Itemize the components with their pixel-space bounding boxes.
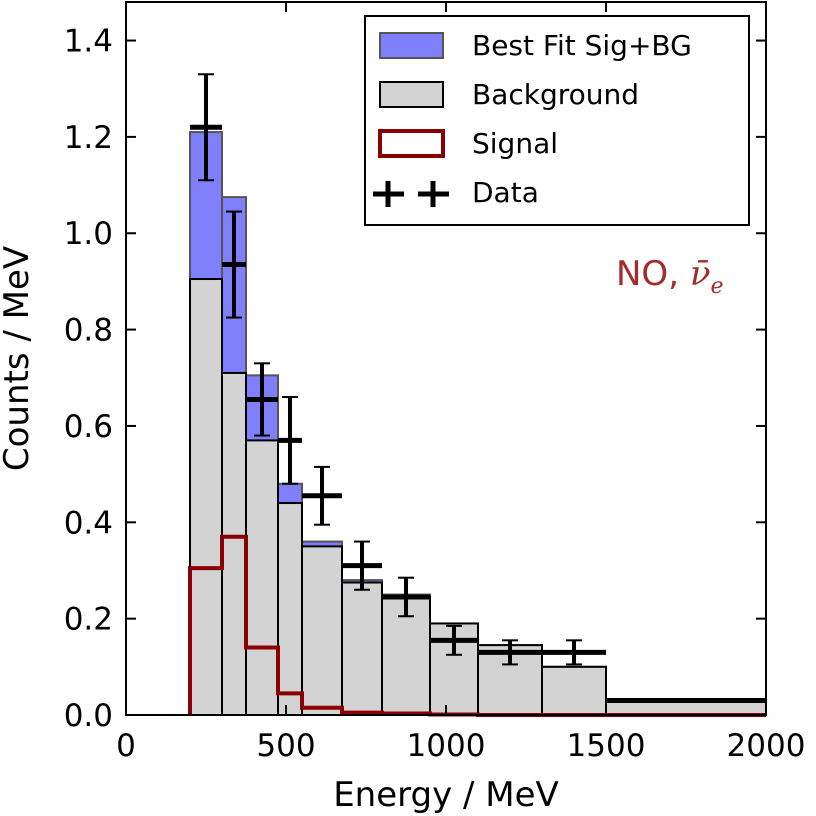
legend-swatch-data <box>373 181 449 207</box>
legend-swatch-fit <box>379 32 444 59</box>
chart-data-points <box>190 73 766 704</box>
y-axis-label: Counts / MeV <box>0 246 37 471</box>
data-point <box>190 73 222 182</box>
data-point <box>382 576 430 618</box>
legend-swatch-background <box>379 81 444 108</box>
y-tick-label: 0.4 <box>64 505 113 541</box>
x-tick-label: 0 <box>116 728 136 764</box>
data-point <box>542 639 606 666</box>
annotation-subscript: e <box>710 274 723 299</box>
y-tick-label: 0.8 <box>64 313 113 349</box>
background-bar <box>541 665 607 717</box>
data-point <box>278 396 302 485</box>
y-tick-label: 1.2 <box>64 120 113 156</box>
data-point <box>478 639 542 666</box>
background-bar <box>189 278 223 716</box>
background-bar <box>277 502 303 717</box>
x-axis-label: Energy / MeV <box>333 775 559 815</box>
legend-label-background: Background <box>472 78 639 111</box>
legend-label-signal: Signal <box>472 127 558 160</box>
data-point <box>342 540 382 591</box>
y-tick-label: 1.4 <box>64 24 113 60</box>
annotation-math: ν̄ <box>690 254 711 294</box>
y-tick-label: 1.0 <box>64 216 113 252</box>
data-point <box>222 210 246 319</box>
data-point <box>302 465 342 526</box>
y-tick-label: 0.6 <box>64 409 113 445</box>
legend-swatch-signal <box>378 129 445 158</box>
x-tick-label: 2000 <box>727 728 806 764</box>
background-bar <box>341 581 383 717</box>
x-tick-label: 500 <box>256 728 315 764</box>
chart-annotation: NO, ν̄e <box>616 254 724 299</box>
x-tick-label: 1500 <box>567 728 646 764</box>
background-bar <box>245 439 279 716</box>
y-tick-label: 0.0 <box>64 698 113 734</box>
legend-label-fit: Best Fit Sig+BG <box>472 29 692 62</box>
background-bar <box>221 371 247 716</box>
data-point <box>246 362 278 437</box>
x-tick-label: 1000 <box>407 728 486 764</box>
y-tick-label: 0.2 <box>64 602 113 638</box>
annotation-text: NO, <box>616 254 690 294</box>
data-point <box>430 624 478 656</box>
background-bar <box>301 545 343 716</box>
legend-label-data: Data <box>472 176 539 209</box>
legend: Best Fit Sig+BG Background Signal Data <box>364 15 750 226</box>
